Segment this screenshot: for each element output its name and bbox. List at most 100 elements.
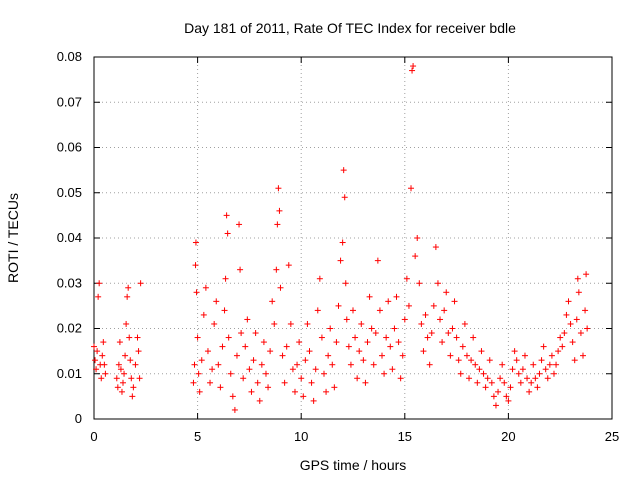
chart-title: Day 181 of 2011, Rate Of TEC Index for r… — [184, 20, 516, 36]
data-point — [192, 239, 199, 246]
data-point — [470, 334, 477, 341]
data-point — [123, 320, 130, 327]
data-point — [265, 384, 272, 391]
data-point — [298, 375, 305, 382]
data-point — [202, 284, 209, 291]
data-point — [252, 330, 259, 337]
data-point — [447, 352, 454, 359]
data-point — [486, 357, 493, 364]
data-point — [432, 244, 439, 251]
data-point — [428, 330, 435, 337]
data-point — [242, 343, 249, 350]
data-point — [289, 366, 296, 373]
data-point — [283, 343, 290, 350]
data-point — [102, 370, 109, 377]
data-point — [217, 384, 224, 391]
data-point — [381, 370, 388, 377]
data-point — [577, 330, 584, 337]
data-point — [478, 348, 485, 355]
data-point — [451, 298, 458, 305]
data-point — [546, 361, 553, 368]
data-point — [515, 370, 522, 377]
data-point — [271, 320, 278, 327]
data-point — [463, 352, 470, 359]
data-point — [370, 361, 377, 368]
data-point — [569, 339, 576, 346]
data-point — [372, 330, 379, 337]
data-point — [127, 357, 134, 364]
data-point — [121, 370, 128, 377]
data-point — [513, 357, 520, 364]
data-point — [335, 302, 342, 309]
data-point — [134, 334, 141, 341]
data-point — [198, 357, 205, 364]
data-point — [401, 316, 408, 323]
data-point — [528, 379, 535, 386]
data-point — [233, 352, 240, 359]
data-point — [195, 370, 202, 377]
data-point — [222, 275, 229, 282]
data-point — [449, 325, 456, 332]
data-point — [521, 352, 528, 359]
data-point — [231, 406, 238, 413]
data-point — [209, 366, 216, 373]
data-point — [466, 375, 473, 382]
y-tick-label: 0.02 — [57, 321, 82, 336]
data-point — [136, 375, 143, 382]
data-point — [422, 311, 429, 318]
data-point — [333, 339, 340, 346]
x-tick-label: 25 — [605, 429, 619, 444]
data-point — [482, 384, 489, 391]
data-point — [225, 334, 232, 341]
data-point — [224, 230, 231, 237]
data-point — [540, 343, 547, 350]
data-point — [339, 239, 346, 246]
data-point — [219, 343, 226, 350]
data-points — [91, 63, 591, 413]
data-point — [98, 375, 105, 382]
data-point — [310, 397, 317, 404]
data-point — [132, 361, 139, 368]
data-point — [356, 348, 363, 355]
data-point — [137, 280, 144, 287]
y-tick-label: 0.06 — [57, 140, 82, 155]
data-point — [215, 361, 222, 368]
data-point — [325, 352, 332, 359]
data-point — [565, 298, 572, 305]
data-point — [437, 316, 444, 323]
y-axis-label: ROTI / TECUs — [5, 193, 21, 283]
data-point — [553, 361, 560, 368]
y-tick-label: 0 — [75, 411, 82, 426]
data-point — [383, 334, 390, 341]
data-point — [276, 207, 283, 214]
data-point — [391, 325, 398, 332]
data-point — [573, 316, 580, 323]
data-point — [354, 375, 361, 382]
y-tick-label: 0.04 — [57, 230, 82, 245]
data-point — [250, 357, 257, 364]
data-point — [126, 334, 133, 341]
data-point — [117, 366, 124, 373]
data-point — [511, 348, 518, 355]
data-point — [459, 343, 466, 350]
data-point — [269, 298, 276, 305]
data-point — [393, 293, 400, 300]
data-point — [497, 375, 504, 382]
y-tick-label: 0.05 — [57, 185, 82, 200]
data-point — [434, 280, 441, 287]
data-point — [563, 311, 570, 318]
data-point — [405, 302, 412, 309]
data-point — [530, 361, 537, 368]
data-point — [538, 357, 545, 364]
data-point — [468, 357, 475, 364]
data-point — [409, 67, 416, 74]
data-point — [223, 212, 230, 219]
data-point — [95, 293, 102, 300]
data-point — [559, 343, 566, 350]
data-point — [337, 257, 344, 264]
data-point — [240, 375, 247, 382]
data-point — [579, 352, 586, 359]
data-point — [544, 375, 551, 382]
data-point — [221, 307, 228, 314]
